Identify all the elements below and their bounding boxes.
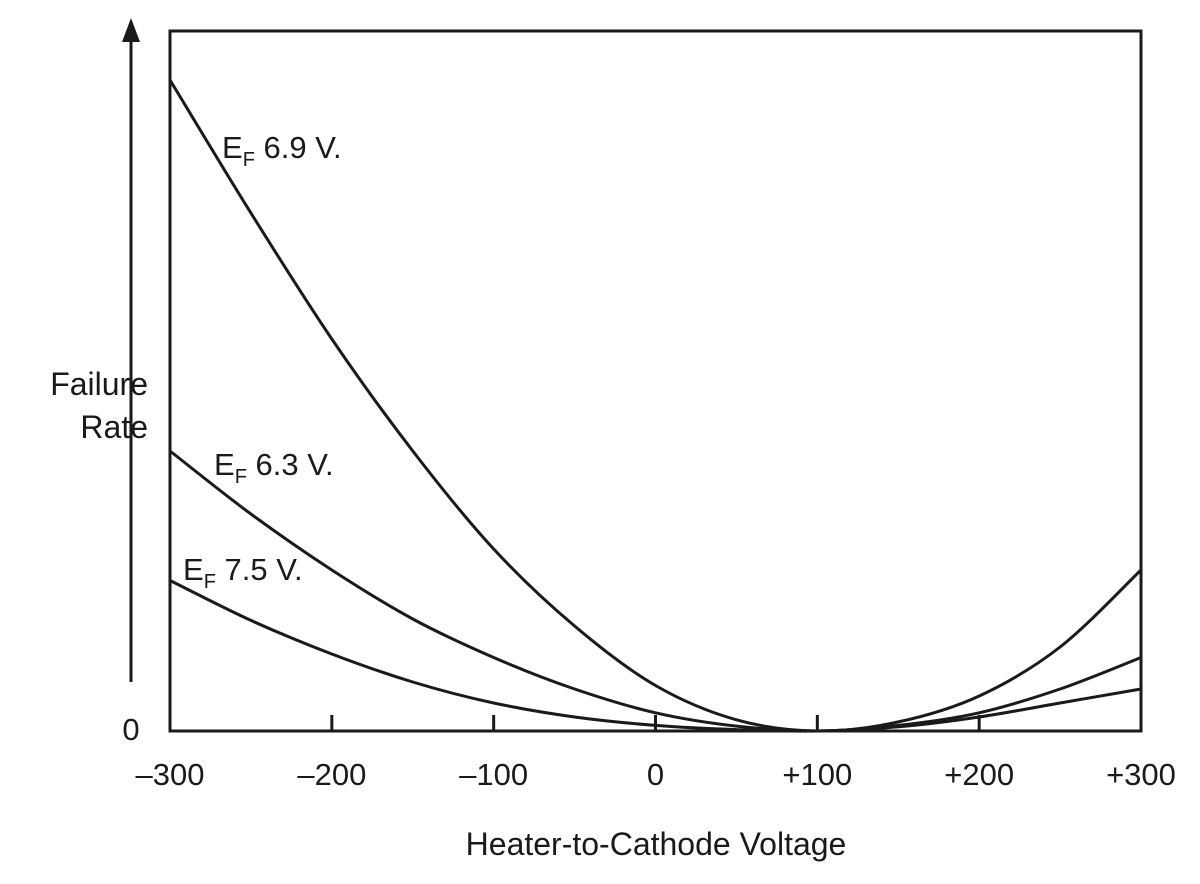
y-axis-title-line1: Failure: [50, 366, 148, 402]
series-label-7-5v: EF 7.5 V.: [183, 552, 303, 593]
y-axis-arrowhead: [122, 18, 140, 42]
y-axis-title-line2: Rate: [80, 409, 148, 445]
x-tick-label-4: +100: [782, 757, 852, 792]
x-axis-title: Heater-to-Cathode Voltage: [466, 826, 847, 862]
series-label-6-3v: EF 6.3 V.: [214, 447, 334, 488]
x-tick-label-6: +300: [1106, 757, 1176, 792]
x-tick-label-3: 0: [647, 757, 664, 792]
series-line-1: [169, 449, 1142, 733]
series-line-2: [169, 579, 1142, 733]
x-tick-label-1: –200: [297, 757, 366, 792]
series-lines: [168, 79, 1143, 733]
x-axis-tick-labels: –300 –200 –100 0 +100 +200 +300: [136, 757, 1176, 792]
x-tick-label-2: –100: [459, 757, 528, 792]
series-label-6-9v: EF 6.9 V.: [222, 130, 342, 171]
y-tick-label-zero: 0: [122, 712, 139, 747]
x-tick-label-0: –300: [136, 757, 205, 792]
x-tick-label-5: +200: [944, 757, 1014, 792]
series-line-0: [168, 79, 1143, 733]
